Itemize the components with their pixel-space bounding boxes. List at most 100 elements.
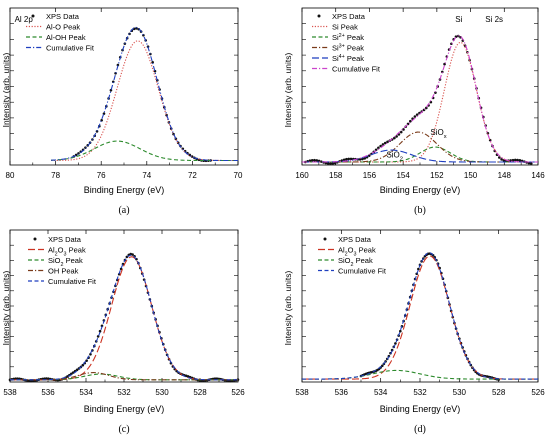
x-tick-label: 148	[498, 171, 512, 180]
series-curves	[8, 252, 240, 383]
y-axis-label: Intensity (arb. units)	[283, 271, 293, 346]
legend-label: Al2O3 Peak	[338, 246, 376, 258]
data-point	[383, 141, 387, 145]
x-tick-label: 534	[374, 388, 388, 397]
legend-label: Cumulative Fit	[48, 277, 97, 286]
data-point	[190, 155, 194, 158]
data-point	[395, 135, 398, 138]
data-point	[326, 162, 330, 165]
data-point	[151, 60, 154, 64]
data-point	[342, 158, 346, 162]
data-point	[417, 267, 420, 271]
series-line	[302, 35, 538, 163]
series-curves	[302, 252, 538, 381]
data-point	[361, 157, 364, 161]
x-tick-label: 538	[295, 388, 309, 397]
panel-label: (d)	[414, 424, 426, 435]
data-point	[347, 157, 351, 161]
annotations: Al 2p	[15, 15, 34, 24]
series-line	[10, 256, 238, 381]
legend-label: Cumulative Fit	[338, 267, 387, 276]
x-tick-label: 160	[295, 171, 309, 180]
series-line	[10, 372, 238, 381]
x-ticks: 160 158 156 154 152 150 148 146	[295, 8, 545, 180]
data-point	[310, 158, 314, 162]
panel-label: (c)	[118, 424, 129, 435]
data-point	[374, 148, 378, 152]
legend-label: OH Peak	[48, 267, 79, 276]
x-tick-label: 146	[531, 171, 545, 180]
x-axis-label: Binding Energy (eV)	[380, 185, 461, 195]
legend-marker	[323, 237, 327, 241]
series-line	[10, 254, 238, 381]
x-tick-label: 156	[363, 171, 377, 180]
x-tick-label: 70	[234, 171, 243, 180]
x-tick-label: 538	[3, 388, 17, 397]
data-point	[511, 158, 515, 162]
data-point	[513, 158, 517, 162]
data-point	[111, 80, 115, 84]
x-tick-label: 526	[231, 388, 245, 397]
plot-frame	[9, 229, 239, 383]
legend-label: Cumulative Fit	[46, 44, 95, 53]
data-point	[89, 353, 92, 356]
data-point	[81, 363, 85, 367]
data-point	[429, 100, 433, 104]
legend-label: SiO2 Peak	[338, 256, 373, 268]
x-ticks: 80 78 76 74 72 70	[6, 8, 243, 180]
legend-label: XPS Data	[338, 235, 372, 244]
x-axis-label: Binding Energy (eV)	[84, 404, 165, 414]
series-line	[51, 140, 238, 162]
data-point	[98, 329, 102, 333]
data-point	[440, 70, 444, 74]
x-tick-label: 76	[97, 171, 106, 180]
x-tick-label: 532	[413, 388, 427, 397]
legend-label: Si3+ Peak	[332, 44, 364, 53]
data-point	[358, 158, 362, 161]
annotations: Si Si 2s SiOx SiO2	[386, 15, 503, 162]
x-tick-label: 530	[453, 388, 467, 397]
data-point	[394, 342, 397, 345]
data-point	[70, 372, 73, 376]
y-axis-label: Intensity (arb. units)	[1, 53, 11, 128]
annotation: SiOx	[430, 128, 446, 140]
annotation: Si 2s	[485, 15, 503, 24]
data-point	[381, 364, 384, 368]
data-point	[402, 128, 405, 131]
data-point	[409, 119, 412, 123]
panel-b: Intensity (arb. units) Binding Energy (e…	[283, 7, 545, 216]
data-point	[377, 146, 380, 150]
panel-a: Intensity (arb. units) Binding Energy (e…	[1, 7, 243, 216]
legend-label: SiO2 Peak	[48, 256, 83, 268]
legend-label: Si4+ Peak	[332, 54, 364, 63]
panel-c: Intensity (arb. units) Binding Energy (e…	[1, 229, 245, 435]
panel-label: (b)	[414, 205, 426, 216]
x-tick-label: 528	[492, 388, 506, 397]
annotation: SiO2	[386, 151, 403, 163]
legend-marker	[33, 237, 37, 241]
x-tick-label: 536	[335, 388, 349, 397]
legend-marker	[31, 14, 35, 18]
series-curves	[51, 26, 238, 163]
legend-label: XPS Data	[332, 12, 366, 21]
data-point	[331, 162, 335, 165]
series-line	[51, 40, 238, 162]
y-axis-label: Intensity (arb. units)	[1, 271, 11, 346]
x-tick-label: 72	[188, 171, 197, 180]
data-point	[425, 106, 428, 110]
y-axis-label: Intensity (arb. units)	[283, 53, 293, 128]
x-tick-label: 80	[6, 171, 15, 180]
legend-label: Si Peak	[332, 23, 358, 32]
panel-label: (a)	[118, 205, 129, 216]
annotation: Al 2p	[15, 15, 34, 24]
x-ticks: 538 536 534 532 530 528 526	[295, 230, 545, 397]
series-xps-data	[8, 252, 240, 383]
x-tick-label: 534	[79, 388, 93, 397]
x-axis-label: Binding Energy (eV)	[84, 185, 165, 195]
data-point	[329, 162, 332, 165]
data-point	[393, 136, 396, 140]
series-line	[302, 252, 538, 380]
